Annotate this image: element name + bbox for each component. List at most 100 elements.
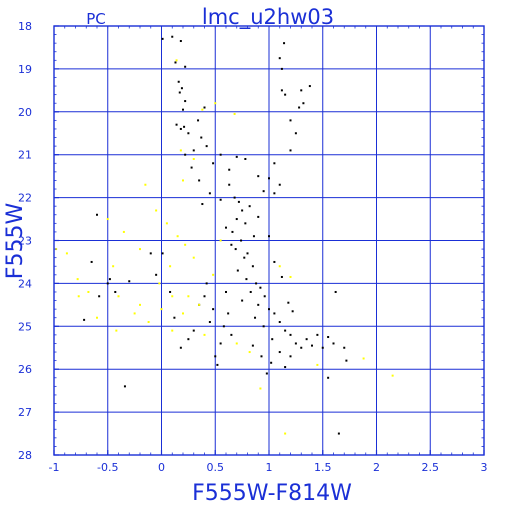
data-point: [192, 329, 195, 332]
data-point: [83, 318, 86, 321]
data-point: [117, 295, 120, 298]
y-tick-label: 26: [18, 363, 32, 376]
x-tick-label: 2.5: [422, 461, 440, 474]
data-point: [334, 290, 337, 293]
data-point: [280, 275, 283, 278]
data-point: [271, 338, 274, 341]
data-point: [222, 325, 225, 328]
data-point: [228, 168, 231, 171]
x-tick-label: -0.5: [97, 461, 118, 474]
data-point: [327, 376, 330, 379]
data-point: [201, 203, 204, 206]
data-point: [108, 278, 111, 281]
data-point: [155, 209, 158, 212]
data-point: [187, 338, 190, 341]
y-tick-label: 20: [18, 106, 32, 119]
data-point: [289, 355, 292, 358]
data-point: [263, 295, 266, 298]
x-tick-label: 3: [481, 461, 488, 474]
data-point: [182, 312, 184, 315]
data-point: [169, 290, 172, 293]
data-point: [219, 153, 222, 156]
data-point: [216, 363, 219, 366]
data-point: [268, 177, 270, 180]
data-point: [291, 310, 294, 313]
data-point: [284, 329, 287, 332]
data-point: [270, 361, 273, 364]
y-tick-label: 19: [18, 63, 32, 76]
data-point: [212, 162, 215, 165]
data-point: [280, 89, 283, 92]
data-point: [294, 342, 297, 345]
data-point: [254, 316, 257, 319]
data-point: [278, 351, 281, 354]
data-point: [362, 357, 365, 360]
data-point: [173, 316, 176, 319]
data-point: [77, 295, 80, 298]
data-point: [278, 183, 281, 186]
data-point: [139, 303, 141, 306]
data-point: [158, 282, 161, 285]
data-point: [241, 299, 244, 302]
data-point: [182, 179, 184, 182]
x-tick-label: 0.5: [207, 461, 225, 474]
data-point: [184, 65, 187, 68]
data-point: [180, 87, 183, 90]
data-point: [251, 265, 254, 268]
data-point: [176, 235, 179, 238]
data-point: [179, 127, 182, 130]
data-point: [208, 192, 211, 195]
data-point: [308, 85, 311, 88]
data-point: [244, 222, 247, 225]
data-point: [161, 252, 164, 255]
data-point: [289, 119, 292, 122]
data-point: [106, 282, 109, 285]
data-point: [311, 344, 313, 347]
data-point: [187, 132, 190, 135]
data-point: [192, 149, 195, 152]
data-point: [237, 200, 240, 203]
data-point: [90, 260, 93, 263]
x-tick-label: 1.5: [314, 461, 332, 474]
data-point: [255, 282, 258, 285]
data-point: [243, 256, 246, 259]
data-point: [182, 108, 184, 111]
data-point: [225, 290, 227, 293]
data-point: [178, 91, 181, 94]
data-point: [227, 312, 230, 315]
data-point: [245, 278, 248, 281]
data-point: [123, 385, 126, 388]
data-point: [284, 366, 287, 369]
y-tick-label: 21: [18, 149, 32, 162]
data-point: [283, 42, 286, 45]
data-point: [219, 198, 222, 201]
data-point: [332, 342, 335, 345]
data-point: [214, 355, 217, 358]
data-point: [133, 312, 136, 315]
axis-ticks: [53, 25, 485, 456]
data-point: [298, 106, 301, 109]
data-point: [262, 190, 265, 193]
data-points: [55, 35, 394, 435]
data-point: [244, 157, 247, 160]
data-point: [257, 175, 260, 178]
data-point: [289, 333, 292, 336]
data-point: [171, 35, 174, 38]
data-point: [179, 346, 182, 349]
data-point: [219, 239, 222, 242]
data-point: [187, 295, 190, 298]
data-point: [144, 183, 147, 186]
data-point: [300, 89, 303, 92]
data-point: [278, 57, 281, 60]
data-point: [265, 372, 268, 375]
data-point: [197, 119, 200, 122]
x-tick-label: 0: [158, 461, 165, 474]
data-point: [203, 333, 206, 336]
y-tick-label: 25: [18, 320, 32, 333]
data-point: [115, 329, 118, 332]
data-point: [183, 125, 186, 128]
data-point: [128, 280, 131, 283]
data-point: [184, 100, 187, 103]
data-point: [316, 333, 319, 336]
